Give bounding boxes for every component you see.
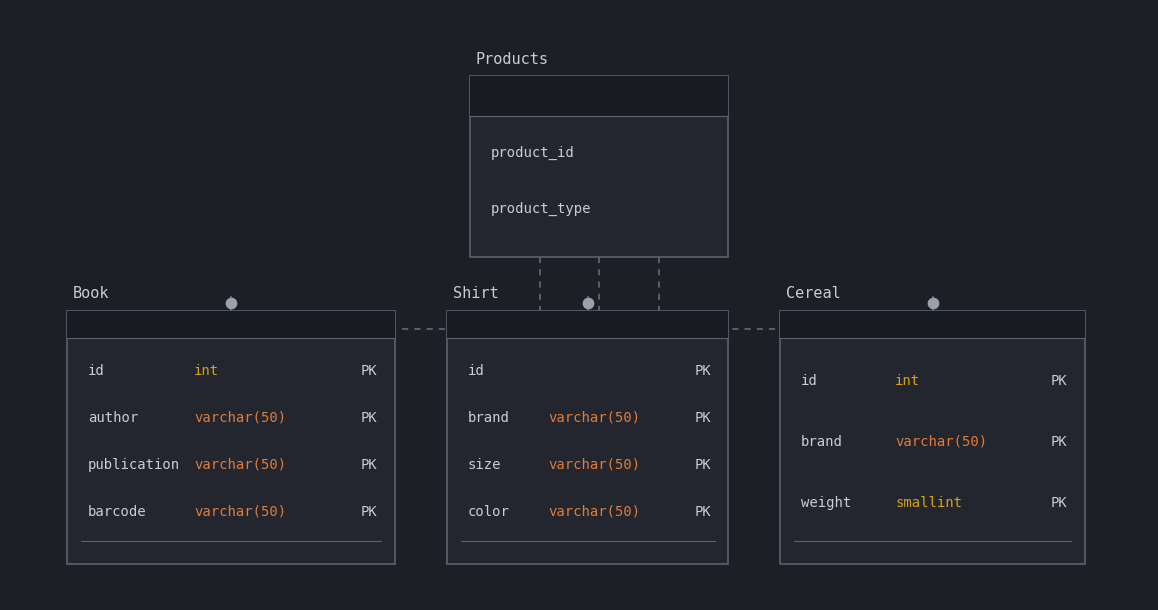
FancyBboxPatch shape (67, 311, 395, 564)
Text: Cereal: Cereal (786, 286, 841, 301)
Text: Shirt: Shirt (453, 286, 498, 301)
Text: product_id: product_id (491, 146, 574, 160)
Text: varchar(50): varchar(50) (193, 504, 286, 518)
Text: PK: PK (1050, 374, 1068, 388)
Text: PK: PK (361, 364, 378, 378)
FancyBboxPatch shape (447, 311, 728, 338)
FancyBboxPatch shape (447, 311, 728, 564)
Text: barcode: barcode (88, 504, 147, 518)
FancyBboxPatch shape (470, 76, 728, 116)
Text: PK: PK (1050, 496, 1068, 510)
Text: smallint: smallint (895, 496, 962, 510)
Text: brand: brand (801, 435, 843, 449)
Text: Book: Book (73, 286, 110, 301)
FancyBboxPatch shape (67, 311, 395, 338)
Text: PK: PK (361, 458, 378, 472)
Text: varchar(50): varchar(50) (193, 411, 286, 425)
Text: varchar(50): varchar(50) (548, 411, 640, 425)
Text: PK: PK (361, 504, 378, 518)
Text: PK: PK (695, 411, 711, 425)
Text: varchar(50): varchar(50) (548, 504, 640, 518)
Text: int: int (895, 374, 921, 388)
Text: varchar(50): varchar(50) (548, 458, 640, 472)
Text: color: color (468, 504, 510, 518)
FancyBboxPatch shape (780, 311, 1085, 564)
Text: id: id (468, 364, 484, 378)
Text: id: id (88, 364, 105, 378)
Text: int: int (193, 364, 219, 378)
Text: PK: PK (695, 458, 711, 472)
Text: brand: brand (468, 411, 510, 425)
Point (923, 299, 941, 309)
Text: author: author (88, 411, 138, 425)
Text: PK: PK (695, 504, 711, 518)
Text: varchar(50): varchar(50) (895, 435, 988, 449)
FancyBboxPatch shape (470, 76, 728, 257)
Text: PK: PK (361, 411, 378, 425)
Text: id: id (801, 374, 818, 388)
Point (222, 299, 241, 309)
Text: Products: Products (476, 52, 549, 66)
FancyBboxPatch shape (780, 311, 1085, 338)
Point (578, 299, 596, 309)
Text: PK: PK (1050, 435, 1068, 449)
Text: weight: weight (801, 496, 851, 510)
Text: product_type: product_type (491, 202, 591, 216)
Text: publication: publication (88, 458, 181, 472)
Text: varchar(50): varchar(50) (193, 458, 286, 472)
Text: size: size (468, 458, 501, 472)
Text: PK: PK (695, 364, 711, 378)
